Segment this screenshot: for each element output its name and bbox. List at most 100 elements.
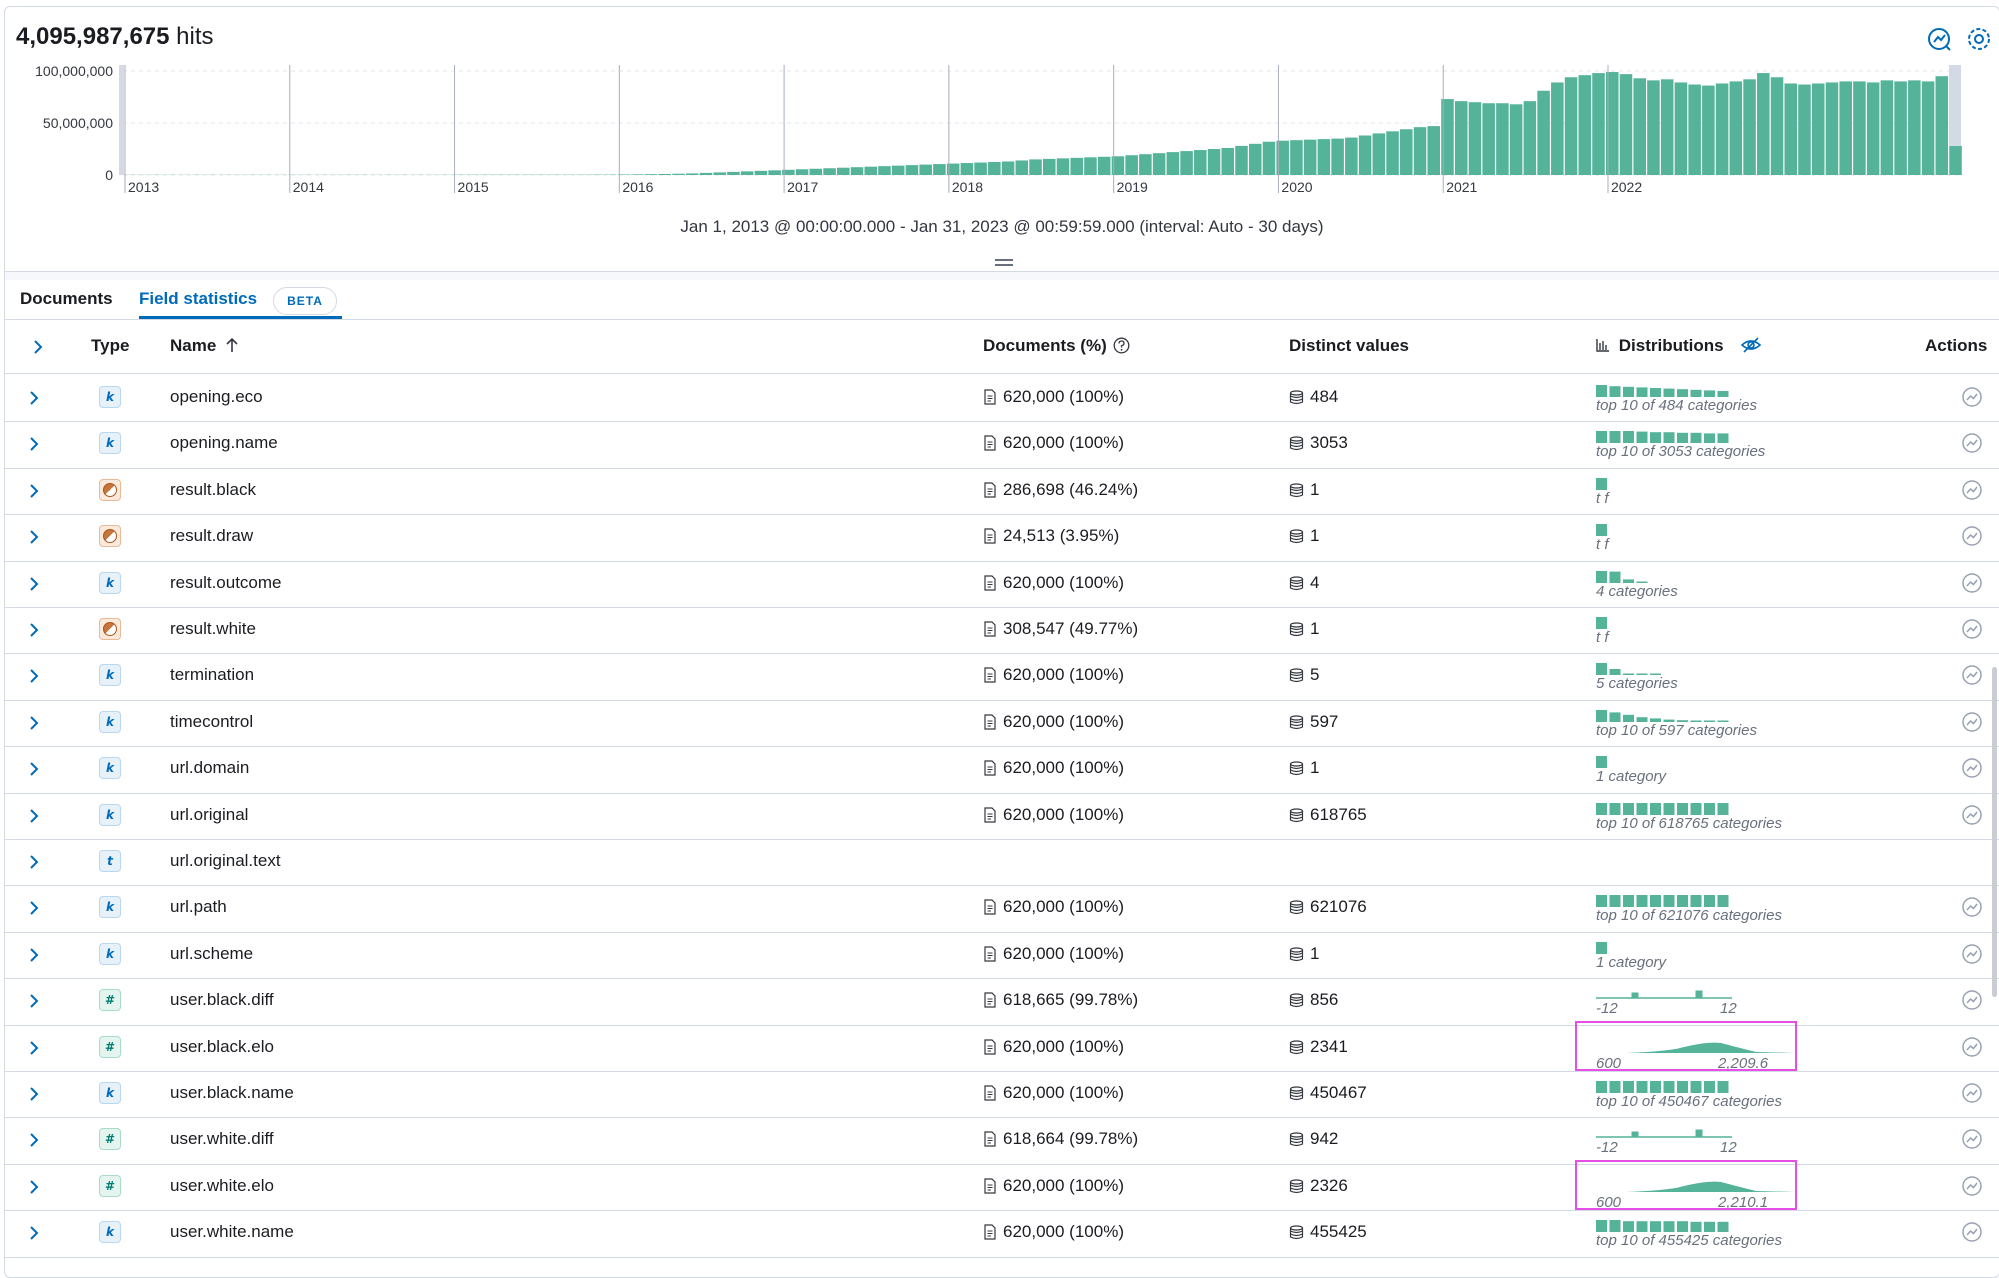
histogram-bar[interactable]: [768, 170, 781, 175]
histogram-bar[interactable]: [1084, 157, 1097, 175]
explore-data-icon[interactable]: [1961, 664, 1983, 686]
histogram-bar[interactable]: [1359, 135, 1372, 175]
explore-data-icon[interactable]: [1961, 618, 1983, 640]
expand-row-chevron-icon[interactable]: [27, 1177, 41, 1197]
histogram-bar[interactable]: [1496, 103, 1509, 175]
histogram-bar[interactable]: [1592, 73, 1605, 175]
histogram-bar[interactable]: [672, 174, 685, 175]
histogram-bar[interactable]: [1002, 161, 1015, 175]
histogram-bar[interactable]: [1565, 77, 1578, 175]
explore-data-icon[interactable]: [1961, 711, 1983, 733]
histogram-bar[interactable]: [1400, 129, 1413, 175]
histogram-bar[interactable]: [1743, 79, 1756, 175]
sort-ascending-icon[interactable]: [225, 337, 239, 353]
histogram-bar[interactable]: [878, 166, 891, 175]
column-distinct-values[interactable]: Distinct values: [1289, 336, 1409, 356]
histogram-bar[interactable]: [1949, 146, 1962, 175]
expand-row-chevron-icon[interactable]: [27, 666, 41, 686]
histogram-bar[interactable]: [727, 172, 740, 175]
distribution-chart[interactable]: [1596, 520, 1816, 556]
histogram-bar[interactable]: [1579, 75, 1592, 175]
histogram-bar[interactable]: [755, 171, 768, 175]
histogram-bar[interactable]: [1263, 142, 1276, 175]
expand-row-chevron-icon[interactable]: [27, 481, 41, 501]
histogram-bar[interactable]: [919, 165, 932, 175]
tab-documents[interactable]: Documents: [20, 289, 113, 309]
histogram-bar[interactable]: [974, 163, 987, 175]
histogram-bar[interactable]: [933, 164, 946, 175]
histogram-bar[interactable]: [1057, 158, 1070, 175]
gear-icon[interactable]: [1965, 25, 1993, 53]
histogram-bar[interactable]: [1139, 154, 1152, 175]
explore-data-icon[interactable]: [1961, 1128, 1983, 1150]
histogram-bar[interactable]: [1620, 74, 1633, 175]
histogram-bar[interactable]: [1702, 86, 1715, 175]
histogram-bar[interactable]: [631, 174, 644, 175]
explore-data-icon[interactable]: [1961, 525, 1983, 547]
explore-data-icon[interactable]: [1961, 1175, 1983, 1197]
histogram-bar[interactable]: [1235, 146, 1248, 175]
histogram-bar[interactable]: [1688, 85, 1701, 175]
tab-field-statistics[interactable]: Field statistics: [139, 289, 257, 309]
histogram-bar[interactable]: [645, 174, 658, 175]
explore-data-icon[interactable]: [1961, 1082, 1983, 1104]
histogram-bar[interactable]: [1853, 81, 1866, 175]
histogram-bar[interactable]: [1716, 83, 1729, 175]
explore-data-icon[interactable]: [1961, 989, 1983, 1011]
histogram-bar[interactable]: [837, 168, 850, 175]
expand-row-chevron-icon[interactable]: [27, 527, 41, 547]
histogram-bar[interactable]: [1427, 126, 1440, 175]
histogram-bar[interactable]: [1881, 80, 1894, 175]
histogram-bar[interactable]: [1043, 159, 1056, 175]
scrollbar[interactable]: [1992, 667, 1997, 997]
column-type[interactable]: Type: [91, 336, 129, 356]
distribution-chart[interactable]: [1596, 613, 1816, 649]
expand-row-chevron-icon[interactable]: [27, 991, 41, 1011]
histogram-bar[interactable]: [1386, 131, 1399, 175]
histogram-bar[interactable]: [1029, 159, 1042, 175]
histogram-bar[interactable]: [1290, 140, 1303, 175]
expand-row-chevron-icon[interactable]: [27, 1130, 41, 1150]
distribution-chart[interactable]: [1596, 1123, 1816, 1159]
expand-row-chevron-icon[interactable]: [27, 388, 41, 408]
histogram-bar[interactable]: [1510, 104, 1523, 175]
histogram-bar[interactable]: [700, 173, 713, 175]
histogram-bar[interactable]: [1345, 138, 1358, 175]
histogram-bar[interactable]: [1675, 82, 1688, 175]
resize-handle[interactable]: [995, 259, 1013, 267]
histogram-bar[interactable]: [1661, 79, 1674, 175]
inspect-icon[interactable]: [1925, 25, 1953, 53]
histogram-bar[interactable]: [1318, 139, 1331, 175]
histogram-bar[interactable]: [1633, 78, 1646, 175]
histogram-bar[interactable]: [1908, 80, 1921, 175]
expand-row-chevron-icon[interactable]: [27, 1223, 41, 1243]
histogram-bar[interactable]: [1798, 85, 1811, 175]
expand-row-chevron-icon[interactable]: [27, 713, 41, 733]
expand-row-chevron-icon[interactable]: [27, 852, 41, 872]
explore-data-icon[interactable]: [1961, 896, 1983, 918]
histogram-bar[interactable]: [1455, 101, 1468, 175]
explore-data-icon[interactable]: [1961, 757, 1983, 779]
expand-row-chevron-icon[interactable]: [27, 1084, 41, 1104]
histogram-bar[interactable]: [851, 167, 864, 175]
histogram-bar[interactable]: [1537, 91, 1550, 175]
expand-row-chevron-icon[interactable]: [27, 759, 41, 779]
column-documents[interactable]: Documents (%): [983, 336, 1130, 356]
expand-row-chevron-icon[interactable]: [27, 574, 41, 594]
distribution-chart[interactable]: [1596, 474, 1816, 510]
histogram-bar[interactable]: [864, 167, 877, 175]
